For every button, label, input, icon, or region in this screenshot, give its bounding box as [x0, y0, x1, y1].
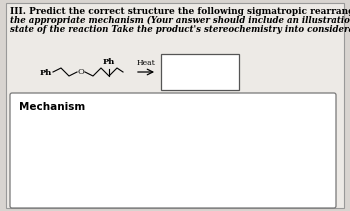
Text: state of the reaction Take the product's stereochemistry into consideration).: state of the reaction Take the product's…	[10, 25, 350, 34]
Text: the appropriate mechanism (Your answer should include an illustration of the tra: the appropriate mechanism (Your answer s…	[10, 16, 350, 25]
Text: Ph: Ph	[40, 69, 52, 77]
FancyBboxPatch shape	[10, 93, 336, 208]
Text: III. Predict the correct structure the following sigmatropic rearrangement  and : III. Predict the correct structure the f…	[10, 7, 350, 16]
FancyBboxPatch shape	[6, 3, 344, 208]
Text: Ph: Ph	[103, 58, 115, 66]
Text: Mechanism: Mechanism	[19, 102, 85, 112]
Text: Heat: Heat	[136, 59, 155, 67]
Text: O: O	[78, 68, 84, 76]
FancyBboxPatch shape	[161, 54, 239, 90]
